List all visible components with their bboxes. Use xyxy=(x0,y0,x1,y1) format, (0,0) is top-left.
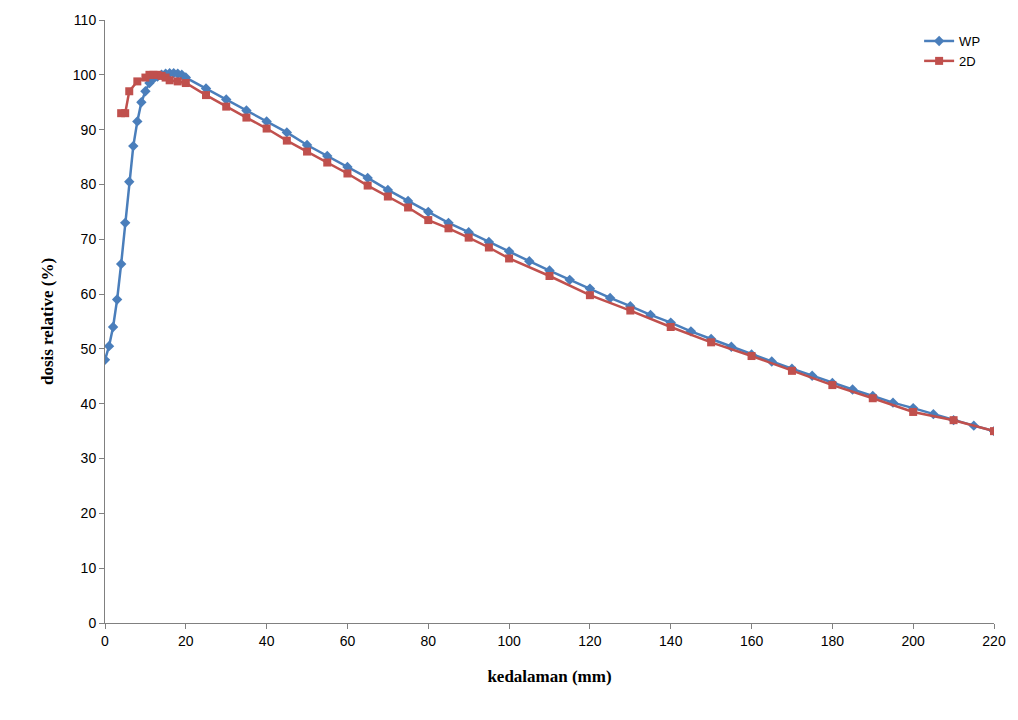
svg-text:20: 20 xyxy=(81,505,97,521)
svg-text:140: 140 xyxy=(659,633,683,649)
svg-text:50: 50 xyxy=(81,341,97,357)
svg-text:dosis relative (%): dosis relative (%) xyxy=(38,258,57,385)
svg-text:110: 110 xyxy=(74,12,97,28)
svg-text:100: 100 xyxy=(73,67,97,83)
svg-text:0: 0 xyxy=(88,615,96,631)
svg-text:100: 100 xyxy=(497,633,521,649)
svg-text:2D: 2D xyxy=(959,54,976,69)
svg-text:80: 80 xyxy=(420,633,436,649)
svg-text:10: 10 xyxy=(81,560,97,576)
svg-text:0: 0 xyxy=(101,633,109,649)
svg-text:120: 120 xyxy=(578,633,602,649)
svg-text:60: 60 xyxy=(81,286,97,302)
svg-text:60: 60 xyxy=(340,633,356,649)
svg-text:220: 220 xyxy=(982,633,1006,649)
svg-text:90: 90 xyxy=(81,122,97,138)
svg-text:20: 20 xyxy=(178,633,194,649)
svg-text:40: 40 xyxy=(259,633,275,649)
svg-text:80: 80 xyxy=(81,176,97,192)
svg-text:160: 160 xyxy=(740,633,764,649)
svg-text:40: 40 xyxy=(81,396,97,412)
svg-text:180: 180 xyxy=(821,633,845,649)
svg-text:WP: WP xyxy=(959,34,980,49)
svg-text:30: 30 xyxy=(81,450,97,466)
svg-text:200: 200 xyxy=(902,633,926,649)
svg-text:70: 70 xyxy=(81,231,97,247)
svg-text:kedalaman (mm): kedalaman (mm) xyxy=(487,667,611,686)
